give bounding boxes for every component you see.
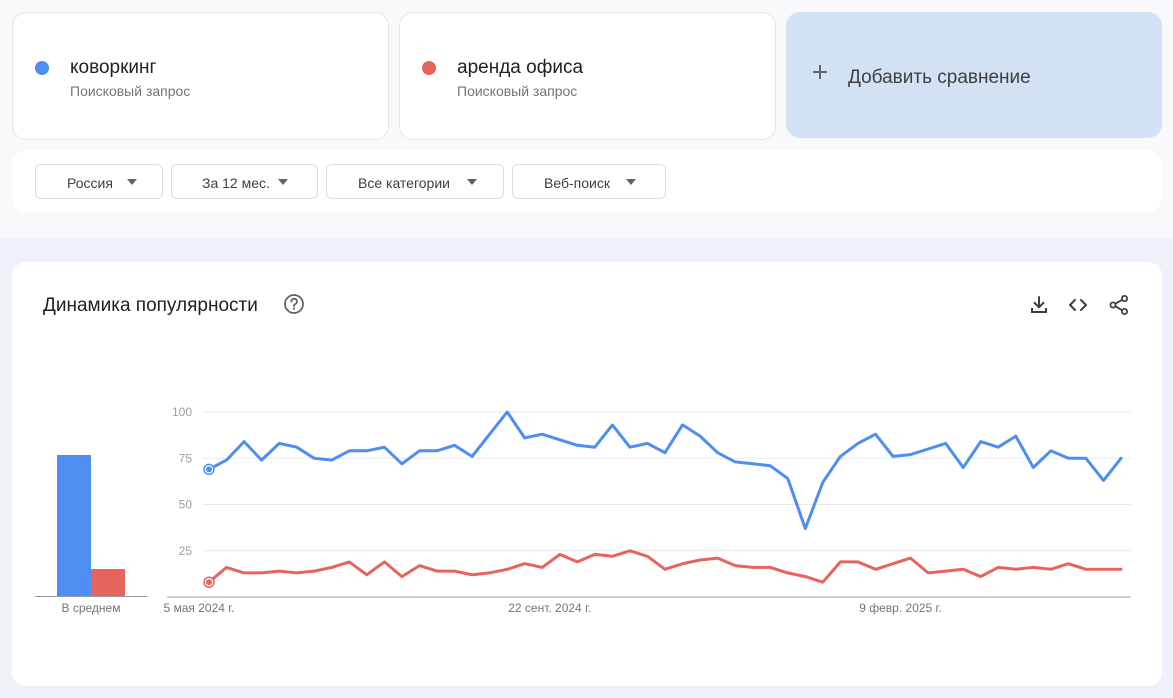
- term-card-coworking[interactable]: коворкинг Поисковый запрос: [12, 12, 389, 140]
- period-label: За 12 мес.: [202, 175, 270, 191]
- average-bar-coworking: [57, 454, 91, 597]
- term-card-office-rent[interactable]: аренда офиса Поисковый запрос: [399, 12, 776, 140]
- term-type: Поисковый запрос: [70, 83, 191, 99]
- average-baseline: [35, 596, 147, 597]
- series-line-1[interactable]: [207, 549, 1123, 584]
- x-tick-label: 22 сент. 2024 г.: [508, 601, 591, 615]
- download-icon[interactable]: [1028, 294, 1050, 316]
- term-name[interactable]: коворкинг: [70, 57, 157, 78]
- x-tick-label: 5 мая 2024 г.: [163, 601, 234, 615]
- chart-title: Динамика популярности: [43, 295, 258, 316]
- chevron-down-icon: [626, 179, 636, 185]
- region-dropdown[interactable]: Россия: [35, 164, 163, 199]
- series-marker-dot-0: [206, 466, 212, 473]
- series-line-0[interactable]: [207, 410, 1123, 531]
- add-comparison-button[interactable]: Добавить сравнение: [786, 12, 1162, 138]
- x-tick-label: 9 февр. 2025 г.: [859, 601, 942, 615]
- region-label: Россия: [67, 175, 113, 191]
- term-color-dot: [35, 61, 49, 75]
- category-dropdown[interactable]: Все категории: [326, 164, 504, 199]
- chevron-down-icon: [467, 179, 477, 185]
- y-tick-label: 75: [179, 451, 193, 465]
- y-tick-label: 50: [179, 498, 193, 512]
- interest-over-time-card: Динамика популярности В среднем 25 50 75 10…: [12, 262, 1162, 686]
- average-bar-office-rent: [91, 569, 125, 597]
- series-marker-dot-1: [206, 579, 212, 586]
- plus-icon: [813, 65, 827, 79]
- chevron-down-icon: [127, 179, 137, 185]
- help-icon[interactable]: [283, 293, 305, 315]
- share-icon[interactable]: [1108, 294, 1130, 316]
- embed-code-icon[interactable]: [1067, 294, 1089, 316]
- term-type: Поисковый запрос: [457, 83, 578, 99]
- chevron-down-icon: [278, 179, 288, 185]
- term-name[interactable]: аренда офиса: [457, 57, 584, 78]
- line-chart: 25 50 75 100 5 мая 2024 г. 22 сент. 2024 г. 9 …: [163, 405, 1131, 615]
- term-color-dot: [422, 61, 436, 75]
- average-label: В среднем: [61, 601, 121, 615]
- y-tick-label: 100: [172, 405, 192, 419]
- add-comparison-label: Добавить сравнение: [848, 67, 1031, 88]
- search-type-dropdown[interactable]: Веб-поиск: [512, 164, 666, 199]
- period-dropdown[interactable]: За 12 мес.: [171, 164, 318, 199]
- y-tick-label: 25: [179, 544, 193, 558]
- category-label: Все категории: [358, 175, 450, 191]
- filter-bar: Россия За 12 мес. Все категории Веб-поис…: [12, 150, 1162, 212]
- search-type-label: Веб-поиск: [544, 175, 610, 191]
